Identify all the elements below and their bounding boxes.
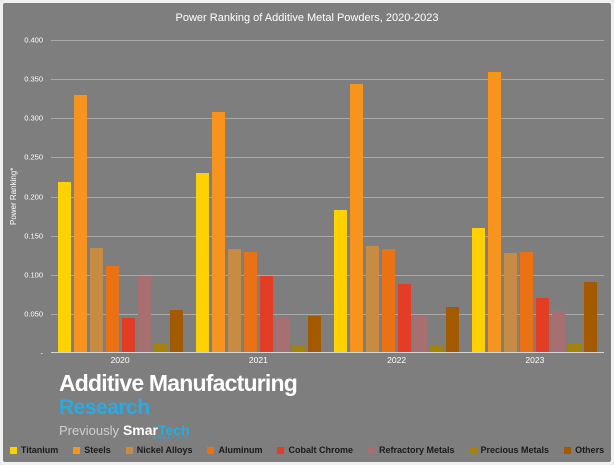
legend-label-nickel-alloys: Nickel Alloys	[136, 445, 193, 455]
legend-swatch-precious-metals-icon	[469, 446, 477, 454]
legend-item-precious-metals: Precious Metals	[469, 445, 550, 455]
chart-legend: Titanium Steels Nickel Alloys Aluminum Cobal…	[3, 445, 611, 455]
legend-label-precious-metals: Precious Metals	[480, 445, 550, 455]
bar-nickel-alloys-2023	[504, 253, 518, 352]
bar-nickel-alloys-2020	[89, 247, 103, 352]
bar-steels-2022	[350, 84, 364, 352]
bar-refractory-metals-2021	[275, 316, 289, 352]
y-tick-label: 0.350	[24, 74, 43, 84]
legend-swatch-cobalt-chrome-icon	[277, 446, 285, 454]
gridline	[51, 40, 604, 41]
bar-cobalt-chrome-2021	[259, 276, 273, 352]
bar-group-2020: 2020	[57, 40, 183, 365]
gridline	[51, 196, 604, 198]
gridline	[51, 313, 604, 315]
bar-group-2023: 2023	[472, 40, 598, 365]
legend-label-cobalt-chrome: Cobalt Chrome	[288, 445, 353, 455]
bar-nickel-alloys-2022	[366, 246, 380, 352]
y-tick-label: 0.100	[24, 270, 43, 280]
bar-aluminum-2021	[243, 251, 257, 352]
logo-line-previously: Previously SmarTech ANALYSIS	[59, 422, 297, 441]
legend-item-others: Others	[564, 445, 604, 455]
legend-item-titanium: Titanium	[9, 445, 59, 455]
legend-label-steels: Steels	[84, 445, 111, 455]
bar-titanium-2022	[334, 209, 348, 352]
y-tick-label: 0.150	[24, 231, 43, 241]
gridline	[51, 118, 604, 120]
y-tick-label: -	[40, 348, 44, 358]
bar-titanium-2020	[57, 182, 71, 352]
company-logo: Additive Manufacturing Research Previous…	[59, 370, 298, 441]
bar-cobalt-chrome-2022	[398, 283, 412, 352]
gridline	[51, 274, 604, 276]
legend-swatch-titanium-icon	[9, 446, 17, 454]
logo-line-research: Research	[59, 396, 150, 419]
y-tick-label: 0.400	[24, 35, 43, 45]
bar-titanium-2021	[195, 172, 209, 352]
legend-swatch-refractory-metals-icon	[368, 446, 375, 454]
x-axis-label-2020: 2020	[110, 355, 130, 365]
bar-refractory-metals-2020	[137, 276, 151, 352]
gridline	[51, 235, 604, 237]
chart-title: Power Ranking of Additive Metal Powders,…	[175, 12, 439, 24]
legend-item-aluminum: Aluminum	[207, 445, 262, 455]
legend-swatch-aluminum-icon	[207, 446, 215, 454]
smartech-brand-analysis: ANALYSIS	[152, 435, 190, 441]
logo-previously-text: Previously	[59, 423, 119, 438]
plot-area: 2020 2021 2022 2023	[51, 40, 604, 365]
bar-steels-2023	[488, 71, 502, 352]
bar-precious-metals-2020	[153, 342, 167, 352]
bar-others-2020	[169, 309, 183, 352]
legend-item-refractory-metals: Refractory Metals	[368, 445, 455, 455]
bar-nickel-alloys-2021	[227, 248, 241, 352]
smartech-brand: SmarTech ANALYSIS	[122, 422, 190, 441]
bar-group-2021: 2021	[195, 40, 321, 365]
y-tick-label: 0.300	[24, 113, 43, 123]
bar-aluminum-2022	[382, 248, 396, 352]
legend-item-steels: Steels	[73, 445, 111, 455]
bar-aluminum-2020	[105, 265, 119, 352]
x-axis-label-2022: 2022	[387, 355, 407, 365]
bar-others-2022	[446, 306, 460, 352]
legend-label-aluminum: Aluminum	[218, 445, 263, 455]
legend-swatch-steels-icon	[73, 446, 81, 454]
bar-groups: 2020 2021 2022 2023	[51, 40, 604, 365]
legend-swatch-others-icon	[564, 446, 572, 454]
bar-precious-metals-2023	[568, 344, 582, 352]
x-axis-label-2023: 2023	[525, 355, 545, 365]
bar-steels-2021	[211, 111, 225, 352]
y-tick-label: 0.250	[24, 152, 43, 162]
bar-precious-metals-2021	[291, 345, 305, 352]
bar-steels-2020	[73, 95, 87, 352]
y-tick-label: 0.200	[24, 192, 43, 201]
bar-titanium-2023	[472, 227, 486, 352]
smartech-brand-tech: Tech	[158, 422, 190, 438]
bar-cobalt-chrome-2023	[536, 298, 550, 352]
bar-group-2022: 2022	[334, 40, 460, 365]
legend-label-others: Others	[575, 445, 605, 455]
x-axis-label-2021: 2021	[248, 355, 268, 365]
legend-item-nickel-alloys: Nickel Alloys	[125, 445, 193, 455]
smartech-brand-smar: Smar	[122, 422, 158, 438]
legend-swatch-nickel-alloys-icon	[125, 446, 133, 454]
bar-cobalt-chrome-2020	[121, 318, 135, 352]
bar-precious-metals-2022	[430, 345, 444, 352]
legend-label-refractory-metals: Refractory Metals	[379, 445, 455, 455]
legend-label-titanium: Titanium	[20, 445, 59, 455]
y-tick-label: 0.050	[24, 309, 43, 319]
y-axis-ticks: 0.400 0.350 0.300 0.250 0.200 0.150 0.100 0.050…	[3, 36, 45, 358]
legend-item-cobalt-chrome: Cobalt Chrome	[277, 445, 353, 455]
gridline	[51, 157, 604, 159]
bar-refractory-metals-2022	[414, 316, 428, 352]
bar-others-2023	[584, 282, 598, 352]
bar-refractory-metals-2023	[552, 310, 566, 352]
logo-line-additive-manufacturing: Additive Manufacturing	[59, 370, 298, 396]
bar-aluminum-2023	[520, 251, 534, 352]
gridline	[51, 79, 604, 81]
bar-others-2021	[307, 316, 321, 352]
